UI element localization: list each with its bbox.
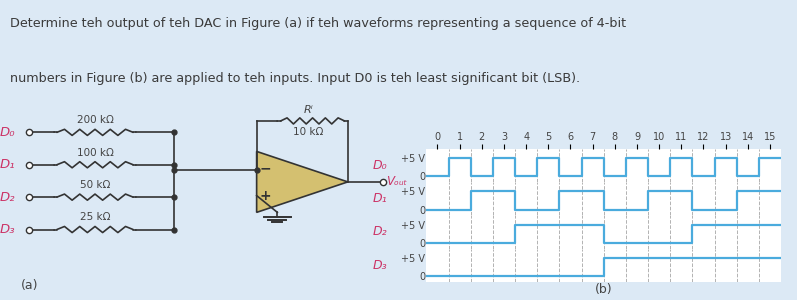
Text: D₀: D₀ <box>0 126 15 139</box>
Y-axis label: D₁: D₁ <box>373 192 387 205</box>
Text: Vₒᵤₜ: Vₒᵤₜ <box>386 176 407 188</box>
Text: +: + <box>260 189 272 202</box>
Text: Determine teh output of teh DAC in Figure (a) if teh waveforms representing a se: Determine teh output of teh DAC in Figur… <box>10 16 626 30</box>
Text: 100 kΩ: 100 kΩ <box>77 148 113 158</box>
Text: −: − <box>260 161 272 175</box>
Polygon shape <box>257 152 347 212</box>
Text: 25 kΩ: 25 kΩ <box>80 212 110 222</box>
Text: D₃: D₃ <box>0 223 15 236</box>
Text: 10 kΩ: 10 kΩ <box>293 127 324 136</box>
Text: 50 kΩ: 50 kΩ <box>80 180 110 190</box>
Text: (b): (b) <box>595 283 613 296</box>
Y-axis label: D₃: D₃ <box>373 259 387 272</box>
Text: D₁: D₁ <box>0 158 15 171</box>
Text: (a): (a) <box>21 279 38 292</box>
Text: 200 kΩ: 200 kΩ <box>77 115 113 125</box>
Y-axis label: D₂: D₂ <box>373 225 387 239</box>
Y-axis label: D₀: D₀ <box>373 159 387 172</box>
Text: numbers in Figure (b) are applied to teh inputs. Input D0 is teh least significa: numbers in Figure (b) are applied to teh… <box>10 72 579 85</box>
Text: Rⁱ: Rⁱ <box>304 105 313 115</box>
Text: D₂: D₂ <box>0 190 15 204</box>
